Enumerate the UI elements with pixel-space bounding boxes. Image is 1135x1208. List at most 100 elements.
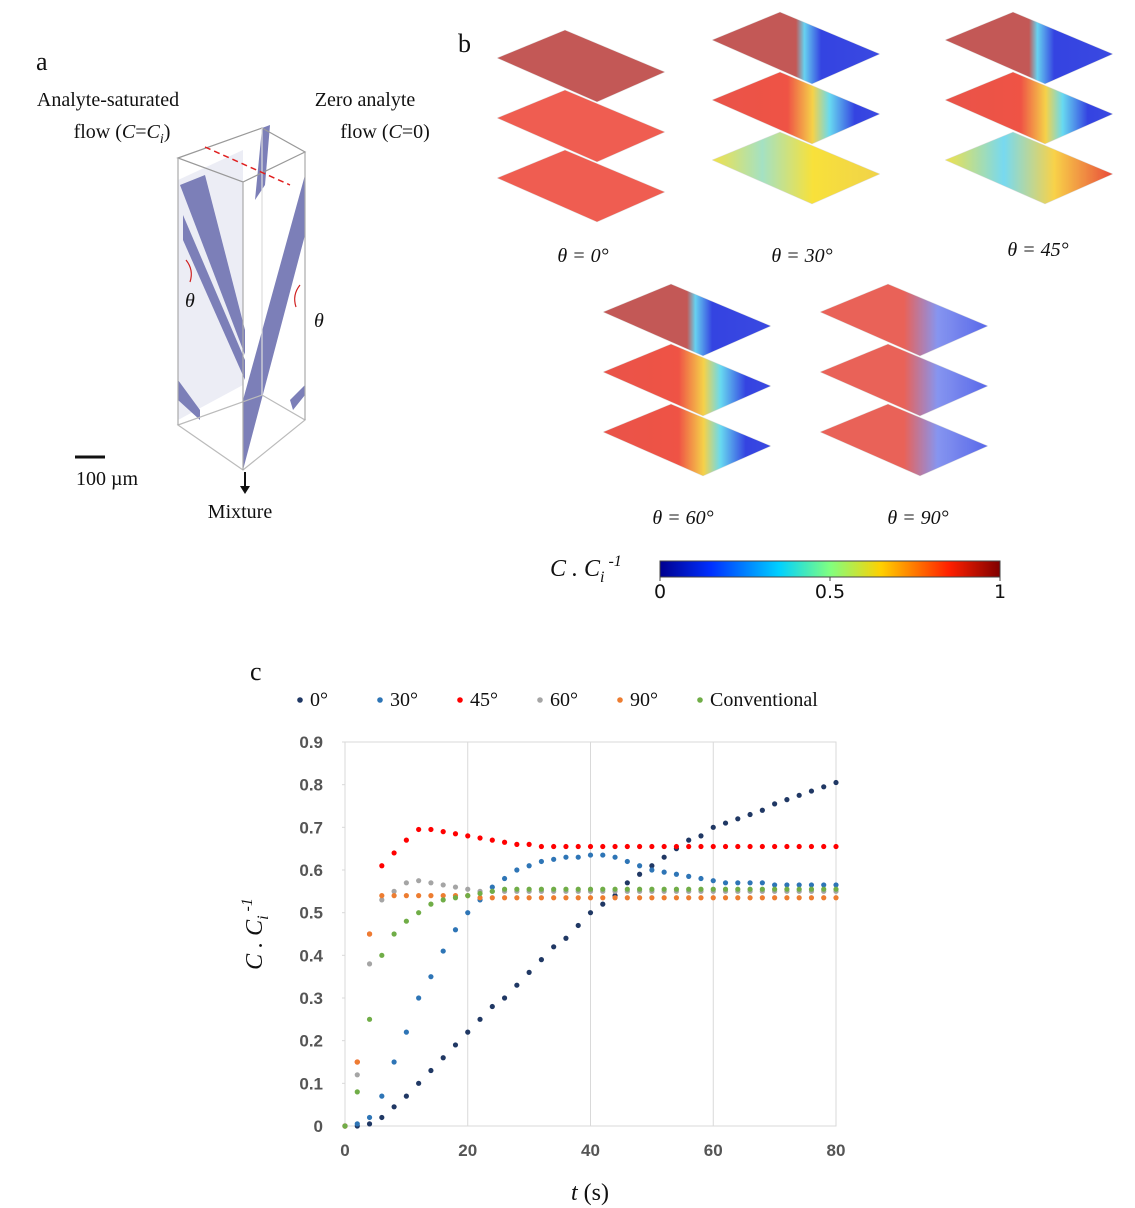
data-point xyxy=(612,843,618,850)
legend-marker xyxy=(457,697,463,703)
data-point xyxy=(600,852,606,858)
data-point xyxy=(624,880,630,886)
data-point xyxy=(600,886,606,892)
data-point xyxy=(575,886,581,892)
x-tick-label: 0 xyxy=(340,1141,349,1160)
data-point xyxy=(821,895,827,901)
y-tick-label: 0.3 xyxy=(299,989,323,1008)
data-point xyxy=(735,895,741,901)
data-point xyxy=(403,918,409,924)
data-point xyxy=(686,895,692,901)
data-point xyxy=(489,884,495,890)
field-layer xyxy=(944,71,1114,145)
field-layer xyxy=(496,149,666,223)
data-point xyxy=(833,895,839,901)
data-point xyxy=(379,952,385,958)
data-point xyxy=(354,1089,360,1095)
data-point xyxy=(722,880,729,886)
data-point xyxy=(747,895,753,901)
data-point xyxy=(772,882,778,888)
data-point xyxy=(526,969,532,976)
data-point xyxy=(501,995,508,1001)
legend-marker xyxy=(297,697,303,703)
y-tick-label: 0 xyxy=(314,1117,323,1136)
data-point xyxy=(514,886,520,892)
data-point xyxy=(710,895,716,901)
data-point xyxy=(637,863,643,869)
y-axis-label: C . Ci -1 xyxy=(239,898,272,970)
data-point xyxy=(403,837,409,843)
data-point xyxy=(796,895,802,901)
inlet-label: Analyte-saturated xyxy=(37,89,179,111)
data-point xyxy=(698,843,704,850)
data-point xyxy=(735,886,741,892)
inlet-label: flow (C=Ci) xyxy=(74,121,171,147)
data-point xyxy=(808,843,815,850)
data-point xyxy=(354,1072,360,1078)
data-point xyxy=(538,858,545,865)
field-layer xyxy=(711,71,881,145)
data-point xyxy=(784,886,790,892)
data-point xyxy=(366,961,373,967)
data-point xyxy=(747,843,753,850)
data-point xyxy=(600,843,606,850)
data-point xyxy=(833,882,839,888)
data-point xyxy=(722,895,729,901)
data-point xyxy=(735,816,741,822)
text: C xyxy=(147,121,161,143)
text: flow ( xyxy=(340,121,389,143)
data-point xyxy=(428,826,434,833)
data-point xyxy=(452,884,459,890)
text: C . C xyxy=(242,919,268,970)
simulation-stacks xyxy=(496,11,1114,477)
data-point xyxy=(759,843,765,850)
field-layer xyxy=(711,131,881,205)
data-point xyxy=(722,820,729,826)
data-point xyxy=(600,901,606,907)
data-point xyxy=(772,843,778,850)
data-point xyxy=(354,1059,360,1065)
text: i xyxy=(255,915,272,919)
text: flow ( xyxy=(74,121,123,143)
data-point xyxy=(637,886,643,892)
text: -1 xyxy=(239,898,256,915)
data-point xyxy=(489,837,495,843)
data-point xyxy=(465,893,471,899)
data-point xyxy=(477,835,483,841)
data-point xyxy=(526,841,532,848)
data-point xyxy=(624,895,630,901)
data-point xyxy=(710,824,716,830)
data-point xyxy=(784,895,790,901)
field-layer xyxy=(819,343,989,417)
text: ) xyxy=(164,121,171,143)
data-point xyxy=(587,910,594,916)
field-layer xyxy=(602,283,772,357)
data-point xyxy=(637,843,643,850)
data-point xyxy=(366,1121,373,1127)
data-point xyxy=(551,886,557,892)
data-point xyxy=(649,843,655,850)
panel-letter: c xyxy=(250,657,262,686)
data-point xyxy=(440,897,446,903)
data-point xyxy=(698,895,704,901)
data-point xyxy=(575,843,581,850)
data-point xyxy=(465,886,471,892)
data-point xyxy=(735,843,741,850)
y-tick-label: 0.8 xyxy=(299,776,323,795)
scale-label: 100 µm xyxy=(76,468,139,490)
data-point xyxy=(563,843,569,850)
data-point xyxy=(379,1093,385,1099)
data-point xyxy=(710,843,716,850)
data-point xyxy=(452,895,459,901)
data-point xyxy=(649,886,655,892)
data-point xyxy=(784,882,790,888)
data-point xyxy=(379,863,385,869)
stack-label: θ = 0° xyxy=(557,245,608,267)
stack-label: θ = 30° xyxy=(771,245,832,267)
data-point xyxy=(551,895,557,901)
data-point xyxy=(673,843,680,850)
data-point xyxy=(710,878,716,884)
legend-marker xyxy=(377,697,383,703)
data-point xyxy=(796,843,802,850)
data-point xyxy=(391,888,397,894)
